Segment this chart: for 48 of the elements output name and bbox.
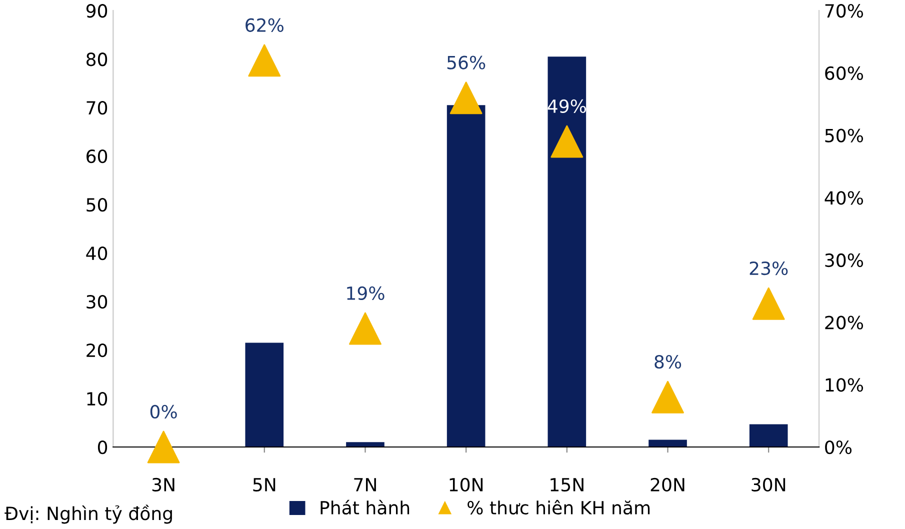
- point: [450, 82, 482, 114]
- y-tick-label: 60: [86, 150, 108, 164]
- y-tick-label: 30: [86, 294, 108, 309]
- y2-tick-label: 40%: [824, 191, 864, 205]
- y-tick-label: 90: [86, 4, 108, 18]
- data-label: 8%: [654, 354, 682, 369]
- y-tick-label: 0: [98, 440, 108, 454]
- x-tick-label: 5N: [253, 478, 276, 492]
- bar: [446, 105, 486, 448]
- point: [652, 380, 684, 414]
- point: [550, 125, 584, 158]
- bar: [245, 342, 284, 448]
- data-label: 49%: [548, 99, 586, 114]
- y2-tick-label: 60%: [825, 66, 864, 80]
- data-label: 23%: [750, 261, 788, 276]
- y2-tick-label: 30%: [825, 253, 864, 268]
- text: Đvị: Nghìn tỷ đồng: [4, 504, 172, 524]
- data-label: 0%: [150, 404, 177, 419]
- point: [147, 430, 180, 464]
- y2-tick-label: 10%: [826, 378, 864, 392]
- y-tick-label: 10: [87, 392, 108, 406]
- data-label: 62%: [246, 18, 284, 32]
- y2-tick-label: 50%: [825, 128, 864, 142]
- y2-tick-label: 0%: [825, 440, 852, 454]
- data-label: 56%: [447, 56, 486, 70]
- x-tick-label: 15N: [550, 478, 584, 492]
- data-label: 19%: [347, 286, 384, 300]
- bar: [648, 440, 687, 448]
- y2-tick-label: 70%: [825, 4, 864, 18]
- y-tick-label: 70: [86, 101, 108, 115]
- legend-label: % thưc hiên KH năm: [468, 500, 650, 515]
- x-tick-label: 30N: [752, 478, 786, 492]
- bar: [548, 56, 586, 448]
- x-tick-label: 3N: [152, 478, 174, 492]
- y2-tick-label: 20%: [825, 316, 864, 330]
- y-tick-label: 40: [86, 246, 108, 260]
- y-tick-label: 20: [86, 343, 108, 358]
- x-tick-label: 7N: [354, 478, 376, 492]
- point: [349, 312, 382, 345]
- legend-label: Phát hành: [320, 500, 410, 515]
- bar: [749, 424, 788, 448]
- x-tick-label: 10N: [450, 478, 483, 492]
- y-tick-label: 80: [86, 52, 108, 66]
- point: [752, 287, 785, 320]
- bar: [346, 442, 384, 448]
- y-tick-label: 50: [86, 198, 108, 212]
- point: [248, 44, 281, 77]
- x-tick-label: 20N: [650, 478, 684, 492]
